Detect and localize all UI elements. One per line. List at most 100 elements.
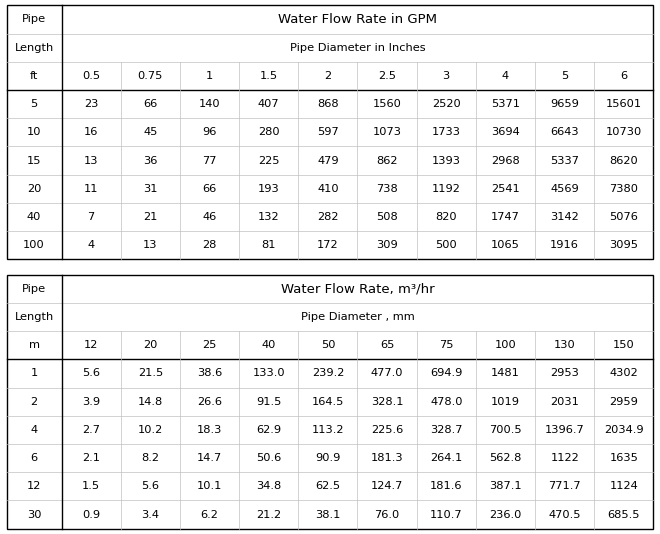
Text: 239.2: 239.2 bbox=[312, 368, 344, 379]
Text: 75: 75 bbox=[439, 340, 453, 350]
Text: 34.8: 34.8 bbox=[256, 481, 281, 491]
Text: 2953: 2953 bbox=[550, 368, 579, 379]
Text: 133.0: 133.0 bbox=[252, 368, 285, 379]
Text: 470.5: 470.5 bbox=[548, 509, 581, 520]
Text: 16: 16 bbox=[84, 128, 98, 137]
Text: 6: 6 bbox=[30, 453, 38, 463]
Text: 172: 172 bbox=[317, 240, 339, 250]
Text: 10.1: 10.1 bbox=[197, 481, 222, 491]
Text: 478.0: 478.0 bbox=[430, 397, 463, 406]
Text: 9659: 9659 bbox=[550, 99, 579, 109]
Text: 3: 3 bbox=[443, 71, 450, 81]
Text: 100: 100 bbox=[23, 240, 45, 250]
Text: 225.6: 225.6 bbox=[371, 425, 403, 435]
Text: 1733: 1733 bbox=[432, 128, 461, 137]
Text: 181.6: 181.6 bbox=[430, 481, 463, 491]
Text: 1: 1 bbox=[30, 368, 38, 379]
Text: 1635: 1635 bbox=[609, 453, 638, 463]
Text: 91.5: 91.5 bbox=[256, 397, 281, 406]
Text: 181.3: 181.3 bbox=[371, 453, 403, 463]
Text: 264.1: 264.1 bbox=[430, 453, 463, 463]
Text: 477.0: 477.0 bbox=[371, 368, 403, 379]
Text: 225: 225 bbox=[258, 155, 279, 166]
Text: 2.5: 2.5 bbox=[378, 71, 396, 81]
Text: 28: 28 bbox=[203, 240, 216, 250]
Text: 328.1: 328.1 bbox=[371, 397, 403, 406]
Text: 410: 410 bbox=[317, 184, 339, 194]
Text: 1: 1 bbox=[206, 71, 213, 81]
Text: 597: 597 bbox=[317, 128, 339, 137]
Text: 110.7: 110.7 bbox=[430, 509, 463, 520]
Text: 4569: 4569 bbox=[550, 184, 579, 194]
Text: 1122: 1122 bbox=[550, 453, 579, 463]
Text: 700.5: 700.5 bbox=[489, 425, 522, 435]
Text: ft: ft bbox=[30, 71, 38, 81]
Text: 40: 40 bbox=[261, 340, 276, 350]
Text: 62.9: 62.9 bbox=[256, 425, 281, 435]
Text: 2541: 2541 bbox=[491, 184, 520, 194]
Text: 479: 479 bbox=[317, 155, 339, 166]
Text: 21.2: 21.2 bbox=[256, 509, 281, 520]
Text: 132: 132 bbox=[258, 212, 280, 222]
Text: Pipe: Pipe bbox=[22, 14, 46, 25]
Text: 76.0: 76.0 bbox=[374, 509, 400, 520]
Text: 46: 46 bbox=[203, 212, 216, 222]
Text: 21: 21 bbox=[143, 212, 158, 222]
Text: 407: 407 bbox=[258, 99, 280, 109]
Text: 5: 5 bbox=[561, 71, 568, 81]
Text: 738: 738 bbox=[376, 184, 398, 194]
Text: 13: 13 bbox=[143, 240, 158, 250]
Text: 13: 13 bbox=[84, 155, 98, 166]
Text: 45: 45 bbox=[143, 128, 158, 137]
Text: 2031: 2031 bbox=[550, 397, 579, 406]
Text: 820: 820 bbox=[436, 212, 457, 222]
Text: 62.5: 62.5 bbox=[315, 481, 341, 491]
Text: 5: 5 bbox=[30, 99, 38, 109]
Text: 3142: 3142 bbox=[550, 212, 579, 222]
Text: 5337: 5337 bbox=[550, 155, 579, 166]
Text: 20: 20 bbox=[27, 184, 42, 194]
Text: 25: 25 bbox=[203, 340, 216, 350]
Text: 50: 50 bbox=[321, 340, 335, 350]
Text: 1396.7: 1396.7 bbox=[544, 425, 585, 435]
Text: 2.7: 2.7 bbox=[82, 425, 100, 435]
Text: 508: 508 bbox=[376, 212, 398, 222]
Text: 1747: 1747 bbox=[491, 212, 520, 222]
Text: 1065: 1065 bbox=[491, 240, 520, 250]
Text: 6.2: 6.2 bbox=[201, 509, 218, 520]
Text: 164.5: 164.5 bbox=[312, 397, 344, 406]
Text: 1073: 1073 bbox=[373, 128, 401, 137]
Text: 65: 65 bbox=[380, 340, 394, 350]
Text: 10.2: 10.2 bbox=[138, 425, 163, 435]
Text: 0.75: 0.75 bbox=[138, 71, 163, 81]
Text: 50.6: 50.6 bbox=[256, 453, 281, 463]
Text: 26.6: 26.6 bbox=[197, 397, 222, 406]
Text: 387.1: 387.1 bbox=[489, 481, 522, 491]
Text: 113.2: 113.2 bbox=[312, 425, 344, 435]
Text: 0.5: 0.5 bbox=[82, 71, 100, 81]
Text: 130: 130 bbox=[554, 340, 576, 350]
Text: 66: 66 bbox=[203, 184, 216, 194]
Text: Water Flow Rate in GPM: Water Flow Rate in GPM bbox=[278, 13, 437, 26]
Text: 20: 20 bbox=[143, 340, 158, 350]
Text: 12: 12 bbox=[27, 481, 42, 491]
Text: 7: 7 bbox=[88, 212, 95, 222]
Text: 2.1: 2.1 bbox=[82, 453, 100, 463]
Text: 150: 150 bbox=[613, 340, 635, 350]
Text: 500: 500 bbox=[436, 240, 457, 250]
Text: 771.7: 771.7 bbox=[548, 481, 581, 491]
Text: 5.6: 5.6 bbox=[141, 481, 159, 491]
Text: 3.4: 3.4 bbox=[141, 509, 159, 520]
Text: 4302: 4302 bbox=[609, 368, 638, 379]
Text: 30: 30 bbox=[27, 509, 42, 520]
Text: 36: 36 bbox=[143, 155, 158, 166]
Text: 1481: 1481 bbox=[491, 368, 520, 379]
Text: 0.9: 0.9 bbox=[82, 509, 100, 520]
Text: 10: 10 bbox=[27, 128, 42, 137]
Text: 868: 868 bbox=[317, 99, 339, 109]
Text: 6643: 6643 bbox=[550, 128, 579, 137]
Text: 4: 4 bbox=[30, 425, 38, 435]
Text: Length: Length bbox=[15, 312, 53, 322]
Text: 8.2: 8.2 bbox=[141, 453, 159, 463]
Text: 40: 40 bbox=[27, 212, 42, 222]
